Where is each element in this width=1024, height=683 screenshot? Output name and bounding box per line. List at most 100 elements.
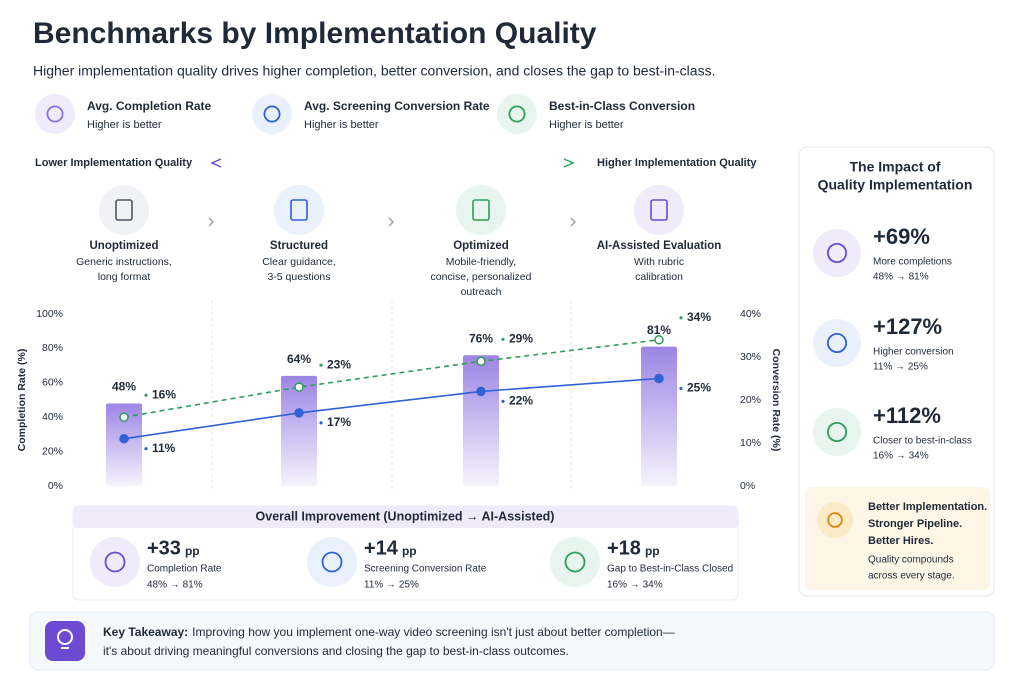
impact-label: Closer to best-in-class — [873, 436, 972, 447]
takeaway-label: Key Takeaway: — [103, 625, 188, 639]
impact-title: Quality Implementation — [818, 177, 973, 193]
takeaway-box — [29, 611, 995, 671]
improvement-change: 11% → 25% — [364, 580, 419, 591]
impact-change: 48% → 81% — [873, 272, 929, 283]
bar-value-label: 76% — [469, 331, 493, 345]
y2-axis-title: Conversion Rate (%) — [770, 349, 782, 452]
icon-bg — [813, 319, 861, 367]
series-line — [123, 339, 660, 418]
line-value-label: 29% — [509, 331, 533, 345]
line-value-label: 22% — [509, 394, 533, 408]
bar — [641, 346, 677, 486]
icon-glyph — [46, 105, 64, 123]
y-tick-label: 40% — [42, 411, 63, 423]
icon-bg — [90, 537, 140, 587]
callout-headline: Better Hires. — [868, 535, 933, 547]
line-value-label: 11% — [152, 441, 176, 455]
legend-note: Higher is better — [549, 119, 624, 131]
icon-bg — [307, 537, 357, 587]
icon-bg — [497, 94, 537, 134]
y-tick-label: 20% — [42, 445, 63, 457]
y-axis-title: Completion Rate (%) — [16, 349, 28, 452]
chevron — [388, 217, 395, 227]
legend-note: Higher is better — [87, 119, 162, 131]
line-point — [476, 356, 486, 367]
stage-description: concise, personalized — [431, 271, 532, 283]
improvement-title: Overall Improvement (Unoptimized → AI-As… — [256, 509, 555, 523]
bar — [106, 403, 142, 486]
quality-high: Higher Implementation Quality — [597, 157, 757, 169]
stage-icon-bg — [634, 185, 684, 235]
icon-glyph — [508, 105, 526, 123]
stage-description: calibration — [635, 271, 683, 283]
icon-bg — [252, 94, 292, 134]
impact-title: The Impact of — [849, 159, 940, 175]
improvement-label: Completion Rate — [147, 564, 222, 575]
y2-tick-label: 30% — [740, 351, 761, 363]
line-value-label: 17% — [327, 415, 351, 429]
impact-change: 11% → 25% — [873, 362, 928, 373]
line-point — [654, 373, 664, 384]
line-value-label: 34% — [687, 310, 711, 324]
improvement-header — [73, 506, 738, 528]
icon-glyph — [826, 242, 848, 264]
arrow-head — [210, 158, 222, 168]
improvement-label: Screening Conversion Rate — [364, 564, 487, 575]
label-dot — [319, 421, 323, 425]
stage-name: Unoptimized — [90, 240, 159, 252]
bar — [281, 375, 317, 486]
stage-name: AI-Assisted Evaluation — [597, 240, 722, 252]
bar — [463, 355, 499, 486]
stage-description: Clear guidance, — [262, 256, 336, 268]
stage-description: Generic instructions, — [76, 256, 172, 268]
line-point — [654, 335, 664, 345]
arrow-head — [563, 158, 575, 168]
bar-value-label: 64% — [287, 352, 311, 366]
takeaway-text: it's about driving meaningful conversion… — [103, 644, 569, 658]
icon-glyph — [104, 551, 126, 573]
takeaway-text: Improving how you implement one-way vide… — [192, 625, 675, 639]
bulb-icon — [57, 629, 73, 645]
legend-label: Avg. Completion Rate — [87, 99, 212, 113]
stage-description: outreach — [461, 286, 502, 298]
label-dot — [319, 363, 323, 367]
y2-tick-label: 10% — [740, 437, 761, 449]
line-value-label: 25% — [687, 381, 711, 395]
stage-description: Mobile-friendly, — [446, 256, 516, 268]
stage-icon-bg — [274, 185, 324, 235]
improvement-unit: pp — [185, 544, 200, 558]
icon-glyph — [827, 512, 843, 528]
label-dot — [144, 447, 148, 451]
stage-description: 3-5 questions — [267, 271, 330, 283]
label-dot — [501, 399, 505, 403]
bar-value-label: 81% — [647, 323, 671, 337]
improvement-unit: pp — [402, 544, 417, 558]
icon-glyph — [826, 421, 848, 443]
improvement-change: 48% → 81% — [147, 580, 203, 591]
improvement-label: Gap to Best-in-Class Closed — [607, 564, 733, 575]
callout-note: Quality compounds — [868, 555, 954, 566]
improvement-value: +33 — [147, 537, 181, 559]
icon-glyph — [564, 551, 586, 573]
improvement-value: +18 — [607, 537, 641, 559]
label-dot — [679, 316, 683, 320]
line-point — [476, 386, 486, 397]
label-dot — [144, 393, 148, 397]
chevron — [570, 217, 577, 227]
improvement-change: 16% → 34% — [607, 580, 663, 591]
legend-note: Higher is better — [304, 119, 379, 131]
impact-value: +112% — [873, 403, 941, 428]
icon-bg — [35, 94, 75, 134]
icon-bg — [817, 502, 853, 538]
stage-name: Structured — [270, 240, 328, 252]
callout-headline: Stronger Pipeline. — [868, 518, 962, 530]
label-dot — [679, 386, 683, 391]
legend-label: Avg. Screening Conversion Rate — [304, 99, 490, 113]
stage-icon-bg — [456, 185, 506, 235]
y-tick-label: 80% — [42, 342, 63, 354]
stage-icon — [472, 199, 490, 221]
impact-label: Higher conversion — [873, 347, 954, 358]
quality-low: Lower Implementation Quality — [35, 157, 193, 169]
stage-icon — [290, 199, 308, 221]
